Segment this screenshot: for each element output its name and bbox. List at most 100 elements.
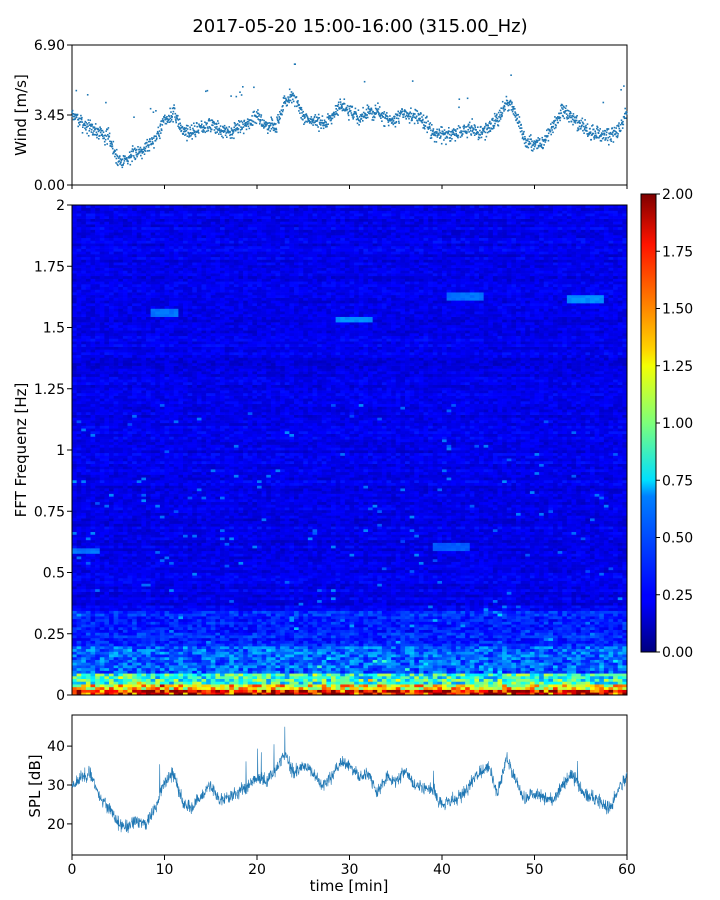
wind-data-point xyxy=(556,117,558,120)
wind-data-point xyxy=(415,109,417,112)
spectrogram-cell xyxy=(155,640,161,644)
spectrogram-cell xyxy=(455,667,461,671)
spectrogram-cell xyxy=(405,624,410,628)
spectrogram-cell xyxy=(525,670,531,674)
spectrogram-cell xyxy=(215,651,221,655)
spectrogram-cell xyxy=(215,656,221,660)
spectrogram-cell xyxy=(363,632,369,636)
wind-y-tick-label: 6.90 xyxy=(34,38,65,54)
wind-data-point xyxy=(255,115,257,118)
spectrogram-cell xyxy=(261,686,267,690)
spectrogram-cell xyxy=(81,686,87,690)
spectrogram-cell xyxy=(317,646,323,650)
spectrogram-cell xyxy=(252,662,258,666)
spectrogram-cell xyxy=(113,648,119,652)
wind-data-point xyxy=(249,119,251,121)
wind-data-point xyxy=(371,113,373,115)
spectrogram-cell xyxy=(224,667,230,671)
spectrogram-cell xyxy=(136,689,142,693)
wind-data-point xyxy=(621,127,624,129)
spectrogram-cell xyxy=(613,662,619,666)
spectrogram-cell xyxy=(321,667,327,671)
spectrogram-cell xyxy=(562,659,568,663)
wind-data-point xyxy=(133,116,135,118)
spectrogram-cell xyxy=(520,626,526,631)
spectrogram-cell xyxy=(76,662,82,666)
spectrogram-cell xyxy=(571,624,577,628)
spectrogram-cell xyxy=(580,640,586,644)
spectrogram-cell xyxy=(326,626,332,631)
spectrogram-cell xyxy=(109,621,114,625)
spectrogram-cell xyxy=(215,637,221,641)
wind-data-point xyxy=(602,137,605,139)
spectrogram-cell xyxy=(146,635,151,639)
spectrogram-cell xyxy=(391,662,397,666)
spectrogram-cell xyxy=(85,686,91,690)
spectrogram-cell xyxy=(479,662,484,666)
wind-data-point xyxy=(182,128,185,130)
spectrogram-cell xyxy=(414,678,420,682)
spectrogram-cell xyxy=(196,656,202,660)
spectrogram-cell xyxy=(580,646,586,650)
spectrogram-cell xyxy=(72,629,77,633)
wind-data-point xyxy=(159,125,161,127)
spectrogram-cell xyxy=(90,648,96,652)
spectrogram-cell xyxy=(261,678,267,682)
spectrogram-cell xyxy=(294,651,299,655)
wind-data-point xyxy=(600,134,602,136)
spectrogram-cell xyxy=(548,646,554,650)
spectrogram-cell xyxy=(141,643,147,647)
spectrogram-cell xyxy=(150,643,156,647)
wind-data-point xyxy=(245,128,248,131)
spectrogram-cell xyxy=(224,646,230,650)
spectrogram-cell xyxy=(224,662,230,666)
spectrogram-cell xyxy=(428,678,434,682)
spectrogram-cell xyxy=(183,675,188,680)
spectrogram-cell xyxy=(409,624,415,628)
spectrogram-cell xyxy=(317,635,323,639)
wind-data-point xyxy=(235,127,237,130)
spectrogram-cell xyxy=(516,681,521,685)
spectrogram-cell xyxy=(261,659,267,663)
spectrogram-cell xyxy=(368,654,373,658)
spectrogram-cell xyxy=(173,626,179,631)
wind-data-point xyxy=(180,129,183,132)
wind-data-point xyxy=(488,130,490,133)
wind-data-point xyxy=(351,105,354,108)
spectrogram-cell xyxy=(344,675,350,680)
wind-data-point xyxy=(117,157,120,159)
spectrogram-cell xyxy=(201,624,207,628)
spectrogram-cell xyxy=(423,684,429,688)
wind-data-point xyxy=(600,135,602,137)
wind-data-point xyxy=(200,125,202,127)
wind-data-point xyxy=(145,145,148,148)
spectrogram-cell xyxy=(252,621,258,625)
spectrogram-cell xyxy=(492,686,498,690)
spectrogram-cell xyxy=(432,684,438,688)
spectrogram-cell xyxy=(326,624,332,628)
wind-data-point xyxy=(402,116,405,118)
spectrogram-cell xyxy=(344,681,350,685)
spectrogram-cell xyxy=(196,632,202,636)
spectrogram-cell xyxy=(585,665,591,669)
spectrogram-cell xyxy=(72,648,77,652)
spectrogram-cell xyxy=(275,648,281,652)
wind-data-point xyxy=(442,131,444,133)
spectrogram-cell xyxy=(409,651,415,655)
spectrogram-cell xyxy=(349,678,355,682)
spectrogram-cell xyxy=(238,656,244,660)
wind-data-point xyxy=(341,106,343,108)
wind-data-point xyxy=(532,143,535,146)
spectrogram-cell xyxy=(122,624,128,628)
spectrogram-cell xyxy=(557,678,563,682)
spectrogram-cell xyxy=(613,667,619,671)
spectrogram-cell xyxy=(483,670,489,674)
wind-data-point xyxy=(328,117,331,119)
spectrogram-cell xyxy=(127,670,133,674)
spectrogram-cell xyxy=(455,665,461,669)
wind-data-point xyxy=(115,148,118,151)
spectrogram-cell xyxy=(354,626,360,631)
spectrogram-cell xyxy=(169,637,175,641)
spectrogram-cell xyxy=(465,667,471,671)
wind-data-point xyxy=(294,63,296,65)
